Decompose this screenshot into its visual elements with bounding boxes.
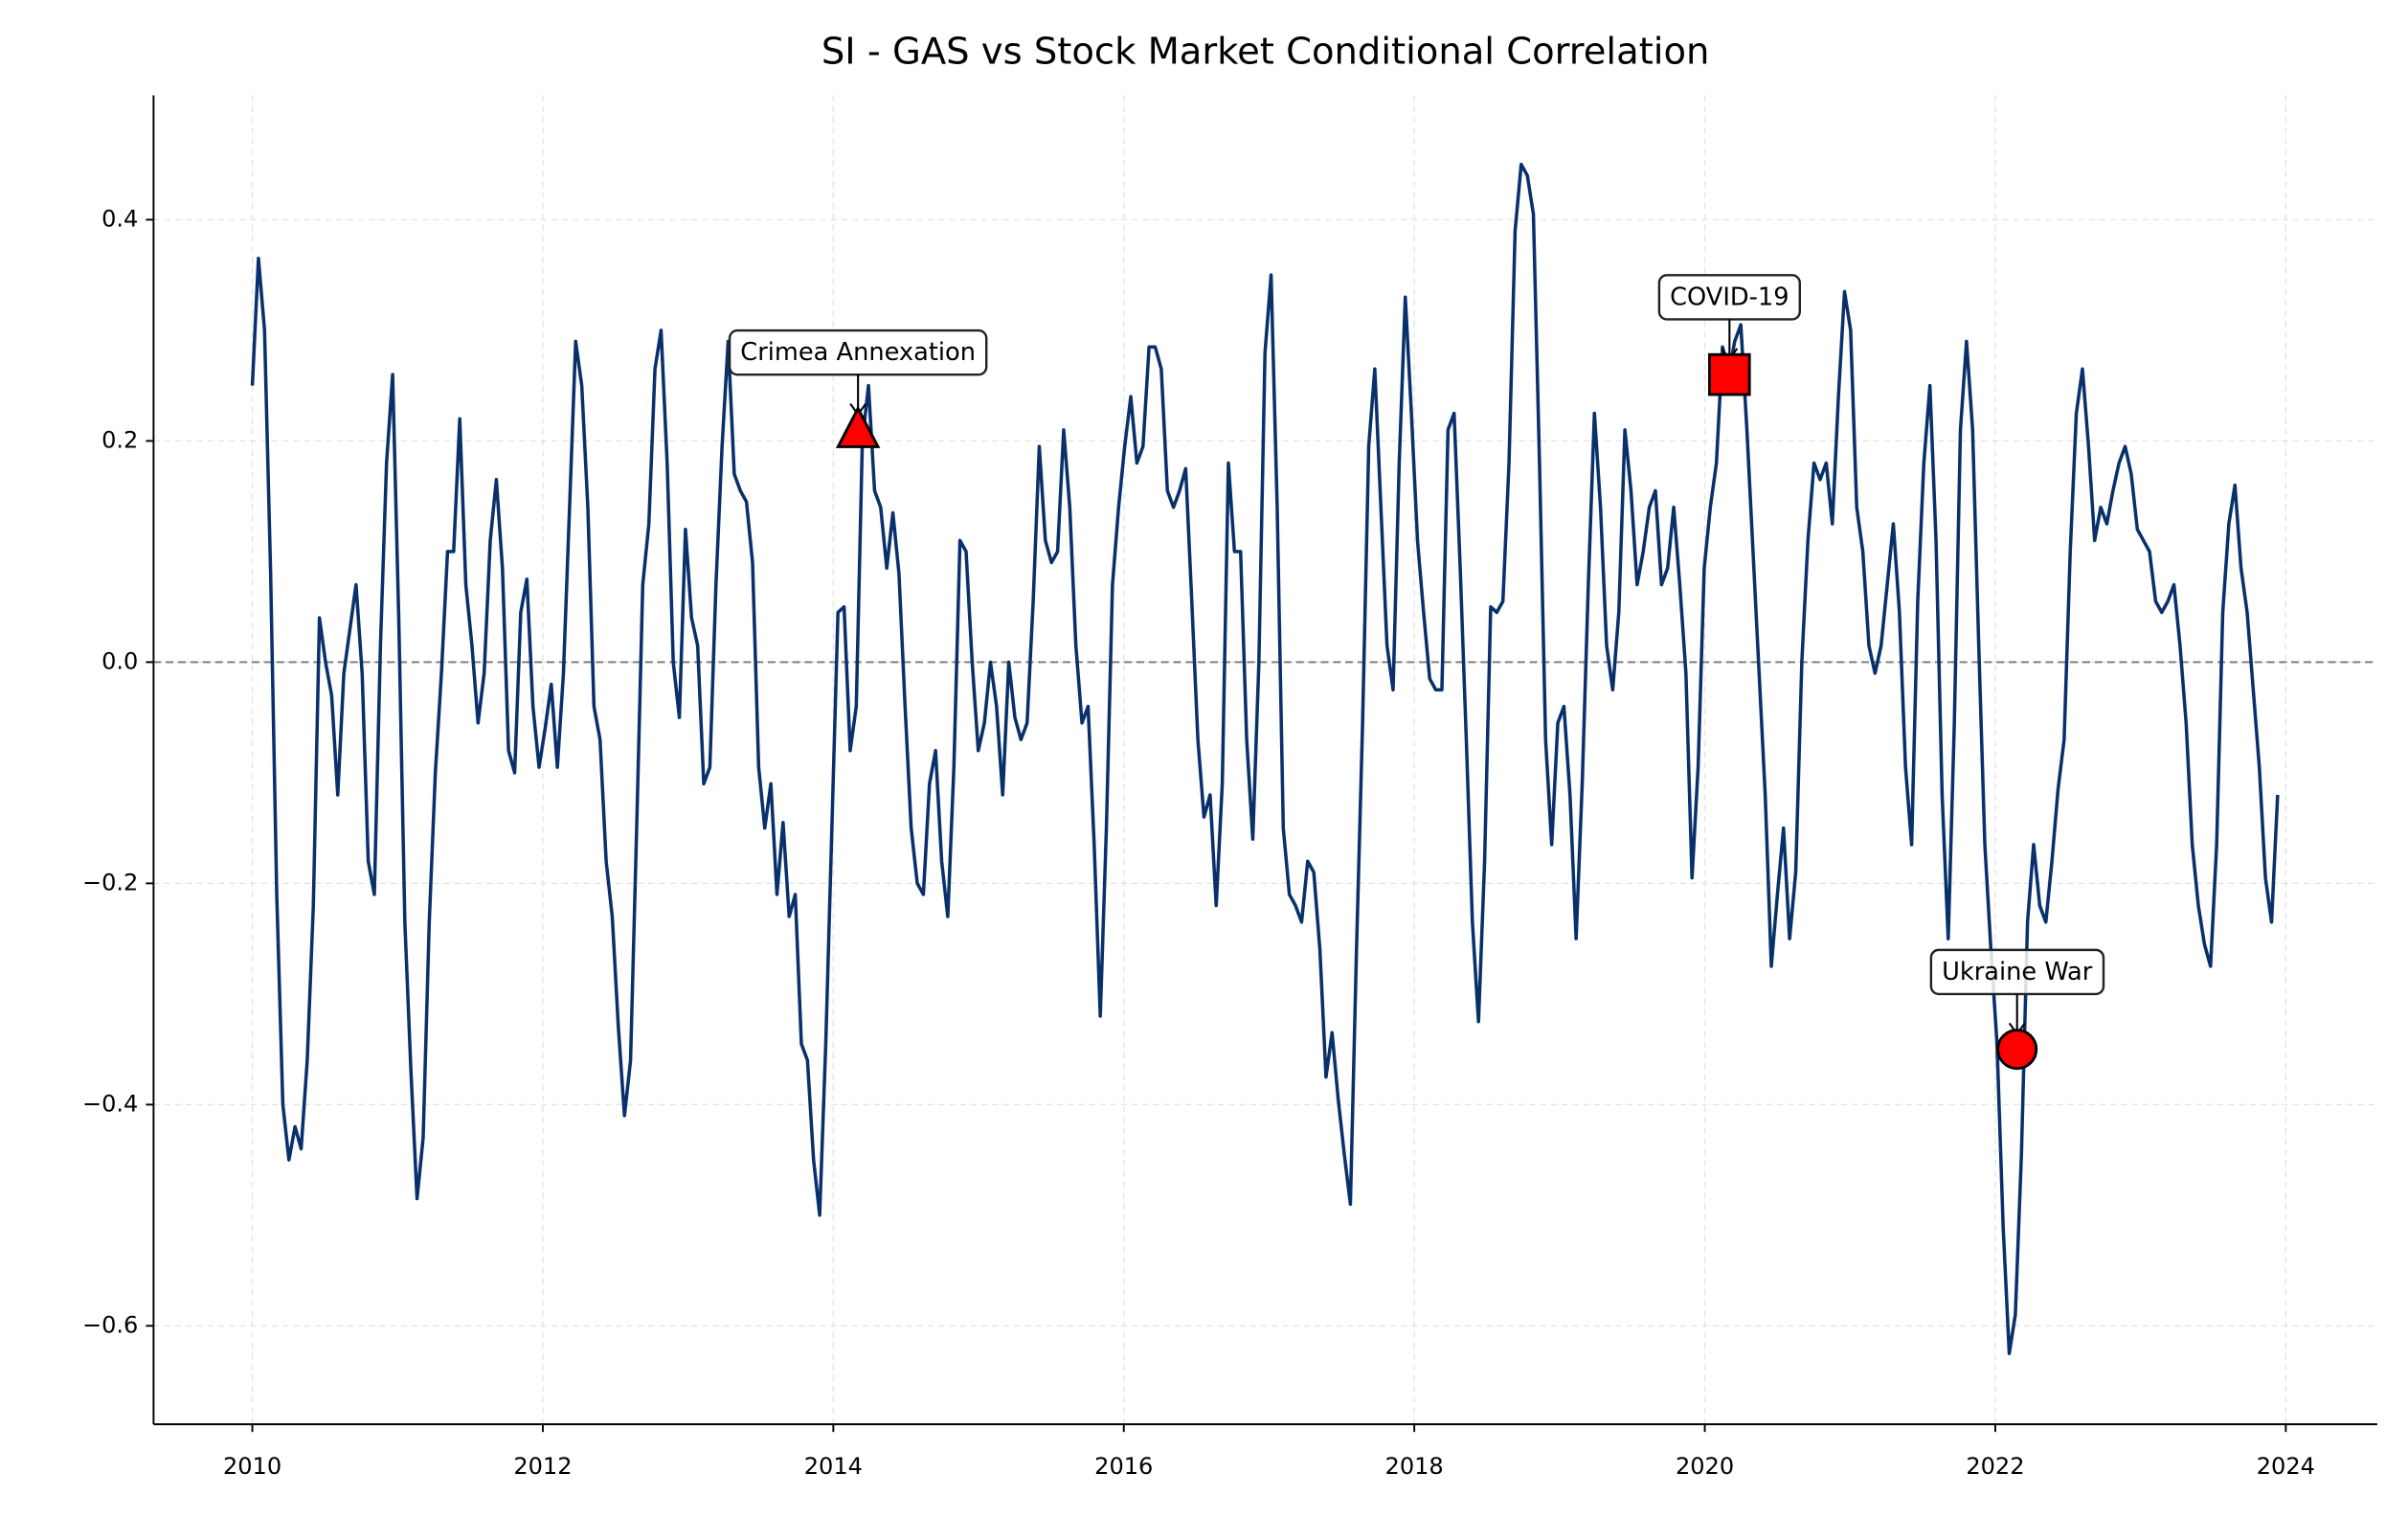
event-marker: [1996, 1029, 2038, 1071]
y-tick-label: 0.0: [101, 647, 138, 674]
x-tick-label: 2016: [1094, 1453, 1153, 1480]
x-tick-label: 2018: [1385, 1453, 1444, 1480]
event-marker: [835, 405, 881, 448]
x-tick-label: 2024: [2257, 1453, 2315, 1480]
event-marker: [1708, 352, 1751, 396]
y-tick-label: 0.2: [101, 426, 138, 453]
x-tick-label: 2012: [513, 1453, 572, 1480]
y-tick-label: 0.4: [101, 205, 138, 232]
y-tick-label: −0.2: [82, 869, 138, 895]
x-tick-label: 2010: [223, 1453, 281, 1480]
data-line: [250, 162, 2280, 1355]
x-tick-label: 2022: [1966, 1453, 2024, 1480]
x-tick-label: 2020: [1676, 1453, 1734, 1480]
y-tick-label: −0.4: [82, 1090, 138, 1117]
annotation-label: COVID-19: [1670, 283, 1789, 311]
x-tick-label: 2014: [804, 1453, 863, 1480]
annotation-label: Ukraine War: [1942, 958, 2093, 986]
chart-title: SI - GAS vs Stock Market Conditional Cor…: [821, 31, 1710, 74]
y-tick-label: −0.6: [82, 1311, 138, 1338]
annotation-label: Crimea Annexation: [740, 338, 976, 367]
